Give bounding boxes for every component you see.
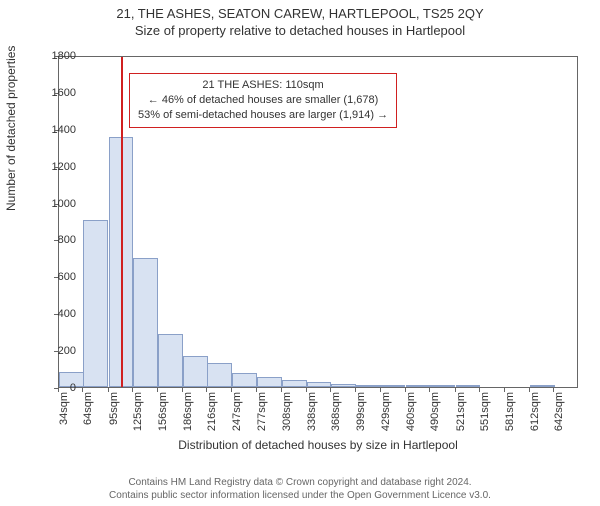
histogram-bar	[430, 385, 455, 387]
y-tick-mark	[54, 167, 58, 168]
footer: Contains HM Land Registry data © Crown c…	[0, 476, 600, 502]
histogram-bar	[232, 373, 257, 387]
annotation-line: 53% of semi-detached houses are larger (…	[138, 108, 388, 123]
x-tick-label: 399sqm	[355, 392, 367, 431]
histogram-bar	[83, 220, 108, 387]
x-tick-label: 551sqm	[479, 392, 491, 431]
x-tick-label: 581sqm	[504, 392, 516, 431]
histogram-bar	[207, 363, 232, 387]
histogram-bar	[381, 385, 406, 387]
x-tick-label: 460sqm	[405, 392, 417, 431]
y-tick-mark	[54, 130, 58, 131]
marker-line	[121, 57, 123, 387]
x-tick-label: 521sqm	[455, 392, 467, 431]
annotation-box: 21 THE ASHES: 110sqm← 46% of detached ho…	[129, 73, 397, 128]
y-tick-label: 600	[58, 271, 76, 283]
y-tick-label: 200	[58, 345, 76, 357]
page-subtitle: Size of property relative to detached ho…	[0, 23, 600, 38]
annotation-line: 21 THE ASHES: 110sqm	[138, 78, 388, 93]
chart-container: Number of detached properties 21 THE ASH…	[0, 48, 600, 448]
page-title: 21, THE ASHES, SEATON CAREW, HARTLEPOOL,…	[0, 6, 600, 21]
x-tick-label: 95sqm	[108, 392, 120, 425]
y-tick-mark	[54, 351, 58, 352]
x-tick-label: 247sqm	[231, 392, 243, 431]
histogram-bar	[307, 382, 332, 387]
y-tick-mark	[54, 314, 58, 315]
histogram-bar	[133, 258, 158, 387]
x-tick-label: 490sqm	[429, 392, 441, 431]
x-tick-label: 612sqm	[529, 392, 541, 431]
x-tick-label: 125sqm	[132, 392, 144, 431]
y-axis-label: Number of detached properties	[4, 46, 18, 211]
y-tick-mark	[54, 277, 58, 278]
y-tick-mark	[54, 56, 58, 57]
histogram-bar	[183, 356, 208, 387]
y-tick-label: 800	[58, 234, 76, 246]
annotation-line: ← 46% of detached houses are smaller (1,…	[138, 93, 388, 108]
footer-line-2: Contains public sector information licen…	[0, 489, 600, 502]
plot-area: 21 THE ASHES: 110sqm← 46% of detached ho…	[58, 56, 578, 388]
x-tick-label: 642sqm	[553, 392, 565, 431]
histogram-bar	[356, 385, 381, 387]
histogram-bar	[406, 385, 431, 387]
x-tick-label: 216sqm	[206, 392, 218, 431]
x-tick-label: 277sqm	[256, 392, 268, 431]
histogram-bar	[257, 377, 282, 387]
histogram-bar	[158, 334, 183, 387]
histogram-bar	[530, 385, 555, 387]
x-axis-label: Distribution of detached houses by size …	[58, 438, 578, 452]
y-tick-label: 400	[58, 308, 76, 320]
y-tick-mark	[54, 204, 58, 205]
y-tick-label: 0	[70, 382, 76, 394]
x-tick-label: 338sqm	[306, 392, 318, 431]
y-tick-mark	[54, 93, 58, 94]
x-tick-label: 34sqm	[58, 392, 70, 425]
x-tick-label: 429sqm	[380, 392, 392, 431]
histogram-bar	[282, 380, 307, 387]
y-tick-mark	[54, 240, 58, 241]
x-tick-label: 186sqm	[182, 392, 194, 431]
histogram-bar	[456, 385, 481, 387]
x-tick-label: 368sqm	[330, 392, 342, 431]
footer-line-1: Contains HM Land Registry data © Crown c…	[0, 476, 600, 489]
x-tick-label: 156sqm	[157, 392, 169, 431]
x-tick-label: 64sqm	[82, 392, 94, 425]
histogram-bar	[331, 384, 356, 387]
x-tick-label: 308sqm	[281, 392, 293, 431]
